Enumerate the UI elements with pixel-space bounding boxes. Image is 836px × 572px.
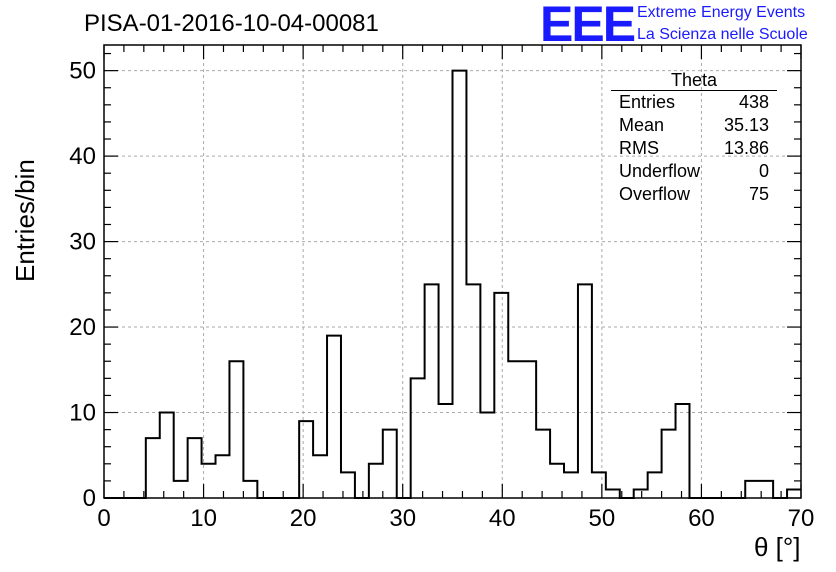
stats-label: Mean xyxy=(619,115,665,135)
eee-logo: EEE xyxy=(540,0,636,52)
y-tick-label: 0 xyxy=(83,485,96,512)
x-tick-label: 10 xyxy=(190,505,217,532)
x-tick-label: 50 xyxy=(589,505,616,532)
stats-value: 438 xyxy=(738,92,769,112)
chart-title: PISA-01-2016-10-04-00081 xyxy=(84,10,379,37)
stats-label: Overflow xyxy=(619,184,691,204)
stats-label: RMS xyxy=(619,138,659,158)
logo-caption: Extreme Energy Events La Scienza nelle S… xyxy=(637,2,808,46)
logo-line-2: La Scienza nelle Scuole xyxy=(637,26,808,43)
stats-box: Theta Entries 438 Mean 35.13 RMS 13.86 Unde… xyxy=(611,70,777,206)
y-tick-label: 20 xyxy=(69,314,96,341)
y-tick-label: 50 xyxy=(69,58,96,85)
stats-value: 75 xyxy=(748,184,769,204)
stats-row: RMS 13.86 xyxy=(611,137,777,160)
stats-value: 13.86 xyxy=(723,138,769,158)
y-tick-label: 10 xyxy=(69,400,96,427)
y-axis-label: Entries/bin xyxy=(10,159,40,282)
x-tick-label: 0 xyxy=(97,505,110,532)
stats-row: Underflow 0 xyxy=(611,160,777,183)
x-tick-label: 20 xyxy=(290,505,317,532)
y-tick-label: 30 xyxy=(69,229,96,256)
x-axis-label: θ [°] xyxy=(754,532,801,562)
stats-label: Entries xyxy=(619,92,676,112)
axis-ticks xyxy=(103,45,802,499)
histogram-step-line xyxy=(104,69,801,499)
x-tick-label: 60 xyxy=(688,505,715,532)
stats-value: 35.13 xyxy=(723,115,769,135)
logo-line-1: Extreme Energy Events xyxy=(637,4,806,21)
histogram-bars xyxy=(104,69,801,499)
axis-tick-labels: 0 10 20 30 40 50 60 70 0 10 20 30 40 50 xyxy=(69,58,814,532)
x-tick-label: 40 xyxy=(489,505,516,532)
stats-label: Underflow xyxy=(619,161,701,181)
stats-row: Overflow 75 xyxy=(611,183,777,206)
x-tick-label: 30 xyxy=(389,505,416,532)
y-tick-label: 40 xyxy=(69,143,96,170)
stats-row: Mean 35.13 xyxy=(611,114,777,137)
stats-title: Theta xyxy=(611,70,777,91)
stats-row: Entries 438 xyxy=(611,91,777,114)
plot-frame xyxy=(103,44,802,499)
x-tick-label: 70 xyxy=(788,505,815,532)
stats-value: 0 xyxy=(758,161,769,181)
